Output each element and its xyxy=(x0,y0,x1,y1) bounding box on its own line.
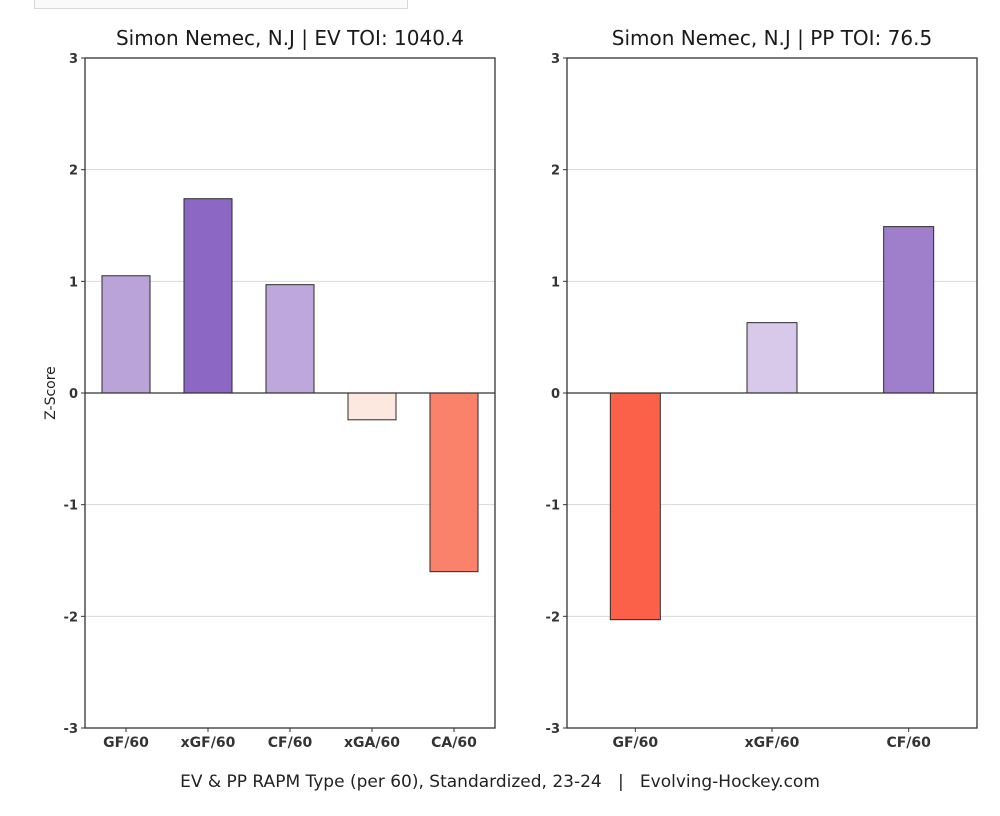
rapm-charts: 3 2 1 0 -1 -2 -3 GF/60 xGF/60 CF/60 xGA/60 CA/60 Sim… xyxy=(43,26,978,751)
header-strip xyxy=(34,0,408,9)
chart-title: Simon Nemec, N.J | EV TOI: 1040.4 xyxy=(116,26,464,50)
y-tick-label: -3 xyxy=(546,722,560,737)
chart-panel-pp: 3 2 1 0 -1 -2 -3 GF/60 xGF/60 CF/60 Simon Nemec, N… xyxy=(546,26,978,751)
y-tick-label: 3 xyxy=(551,52,560,67)
y-axis-label: Z-Score xyxy=(43,366,59,420)
y-tick-label: -2 xyxy=(546,610,560,625)
bar-xgf-60 xyxy=(746,322,798,394)
x-tick-label: GF/60 xyxy=(103,735,149,751)
x-tick-label: xGF/60 xyxy=(745,735,800,751)
y-tick-label: 0 xyxy=(69,387,78,402)
y-tick-label: 0 xyxy=(551,387,560,402)
bar-xgf-60 xyxy=(183,198,233,394)
y-tick-label: 2 xyxy=(69,164,78,179)
x-tick-label: CA/60 xyxy=(431,735,477,751)
bar-gf-60 xyxy=(101,275,151,394)
y-tick-label: -2 xyxy=(64,610,78,625)
chart-footer: EV & PP RAPM Type (per 60), Standardized… xyxy=(180,772,820,792)
x-tick-label: xGF/60 xyxy=(181,735,236,751)
y-tick-label: 2 xyxy=(551,164,560,179)
y-tick-label: 1 xyxy=(551,275,560,290)
x-tick-label: GF/60 xyxy=(613,735,659,751)
y-tick-label: -1 xyxy=(64,499,78,514)
bar-ca-60 xyxy=(429,392,479,573)
x-tick-label: CF/60 xyxy=(268,735,313,751)
bar-cf-60 xyxy=(883,226,935,394)
bar-gf-60 xyxy=(609,392,661,621)
y-tick-label: 3 xyxy=(69,52,78,67)
y-tick-label: -3 xyxy=(64,722,78,737)
y-tick-label: -1 xyxy=(546,499,560,514)
bar-cf-60 xyxy=(265,284,315,394)
chart-panel-ev: 3 2 1 0 -1 -2 -3 GF/60 xGF/60 CF/60 xGA/60 CA/60 Sim… xyxy=(43,26,496,751)
y-tick-label: 1 xyxy=(69,275,78,290)
x-tick-label: CF/60 xyxy=(886,735,931,751)
x-tick-label: xGA/60 xyxy=(344,735,400,751)
chart-title: Simon Nemec, N.J | PP TOI: 76.5 xyxy=(612,26,932,50)
bar-xga-60 xyxy=(347,392,397,421)
